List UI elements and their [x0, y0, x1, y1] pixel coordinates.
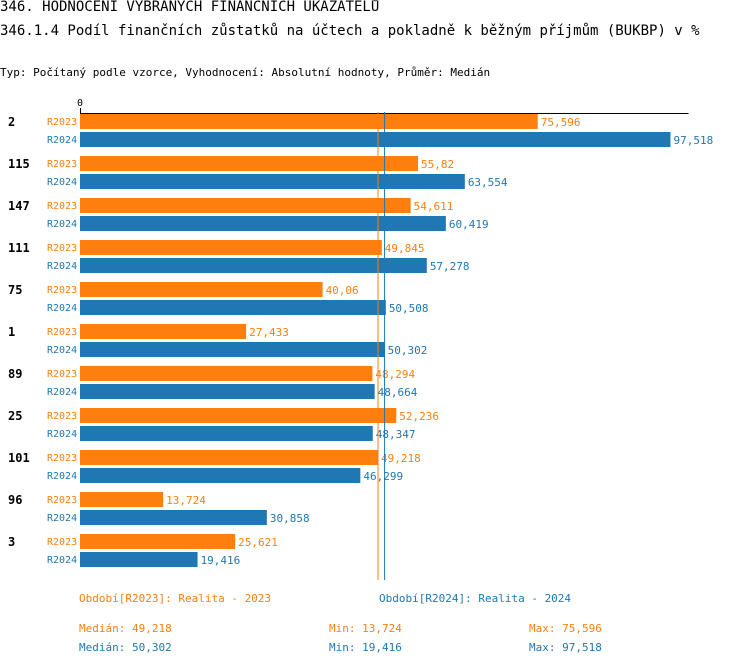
category-label: 115 [8, 157, 30, 171]
data-label: 50,302 [388, 344, 428, 357]
min-2024: Min: 19,416 [329, 641, 402, 654]
bar-r2024 [80, 468, 361, 483]
legend-2023: Období[R2023]: Realita - 2023 [79, 592, 272, 605]
series-label: R2024 [47, 219, 77, 230]
bar-r2023 [80, 198, 411, 213]
series-label: R2024 [47, 513, 77, 524]
series-label: R2024 [47, 303, 77, 314]
series-label: R2024 [47, 555, 77, 566]
series-label: R2023 [47, 201, 77, 212]
series-label: R2023 [47, 537, 77, 548]
data-label: 55,82 [421, 158, 454, 171]
data-label: 52,236 [399, 410, 439, 423]
series-label: R2023 [47, 117, 77, 128]
data-label: 57,278 [430, 260, 470, 273]
median-2024: Medián: 50,302 [79, 641, 172, 654]
data-label: 97,518 [673, 134, 713, 147]
bar-r2023 [80, 114, 538, 129]
data-label: 50,508 [389, 302, 429, 315]
category-label: 25 [8, 409, 22, 423]
legend-2024: Období[R2024]: Realita - 2024 [379, 592, 572, 605]
bar-r2024 [80, 300, 386, 315]
bar-r2024 [80, 552, 198, 567]
series-label: R2023 [47, 411, 77, 422]
bar-r2024 [80, 426, 373, 441]
bar-r2024 [80, 342, 385, 357]
series-label: R2024 [47, 471, 77, 482]
bar-r2023 [80, 492, 164, 507]
bar-r2023 [80, 450, 379, 465]
data-label: 30,858 [270, 512, 310, 525]
series-label: R2023 [47, 285, 77, 296]
data-label: 13,724 [166, 494, 206, 507]
bar-chart: 0 2 R2023 75,596 R2024 97,518 115 R2023 55,82 R20… [8, 98, 713, 580]
category-label: 96 [8, 493, 22, 507]
data-label: 46,299 [363, 470, 403, 483]
category-label: 101 [8, 451, 30, 465]
data-label: 40,06 [326, 284, 359, 297]
series-label: R2024 [47, 261, 77, 272]
chart-title: 346. HODNOCENÍ VYBRANÝCH FINANČNÍCH UKAZ… [0, 0, 380, 15]
max-2024: Max: 97,518 [529, 641, 602, 654]
bar-r2023 [80, 366, 373, 381]
min-2023: Min: 13,724 [329, 622, 402, 635]
bar-r2023 [80, 156, 418, 171]
chart-subtitle: 346.1.4 Podíl finančních zůstatků na účt… [0, 23, 700, 39]
data-label: 54,611 [414, 200, 454, 213]
data-label: 75,596 [541, 116, 581, 129]
data-label: 60,419 [449, 218, 489, 231]
series-label: R2023 [47, 369, 77, 380]
data-label: 48,294 [375, 368, 415, 381]
series-label: R2024 [47, 387, 77, 398]
series-label: R2023 [47, 243, 77, 254]
bar-r2023 [80, 240, 382, 255]
data-label: 63,554 [468, 176, 508, 189]
bar-r2023 [80, 282, 323, 297]
series-label: R2023 [47, 159, 77, 170]
category-label: 147 [8, 199, 30, 213]
data-label: 48,664 [378, 386, 418, 399]
bar-r2024 [80, 258, 427, 273]
bar-r2024 [80, 216, 446, 231]
bar-r2024 [80, 132, 671, 147]
bar-r2023 [80, 324, 247, 339]
series-label: R2024 [47, 429, 77, 440]
category-label: 1 [8, 325, 15, 339]
chart-info: Typ: Počítaný podle vzorce, Vyhodnocení:… [0, 66, 491, 79]
category-label: 89 [8, 367, 22, 381]
median-2023: Medián: 49,218 [79, 622, 172, 635]
axis-zero-label: 0 [77, 98, 83, 109]
bar-r2024 [80, 174, 465, 189]
max-2023: Max: 75,596 [529, 622, 602, 635]
series-label: R2023 [47, 327, 77, 338]
data-label: 49,218 [381, 452, 421, 465]
series-label: R2023 [47, 495, 77, 506]
category-label: 2 [8, 115, 15, 129]
data-label: 27,433 [249, 326, 289, 339]
bar-r2024 [80, 510, 267, 525]
bar-r2023 [80, 534, 236, 549]
series-label: R2024 [47, 177, 77, 188]
bar-r2024 [80, 384, 375, 399]
series-label: R2024 [47, 135, 77, 146]
data-label: 49,845 [385, 242, 425, 255]
category-label: 3 [8, 535, 15, 549]
category-label: 75 [8, 283, 22, 297]
data-label: 48,347 [376, 428, 416, 441]
bar-r2023 [80, 408, 397, 423]
category-label: 111 [8, 241, 30, 255]
series-label: R2023 [47, 453, 77, 464]
series-label: R2024 [47, 345, 77, 356]
data-label: 25,621 [238, 536, 278, 549]
data-label: 19,416 [201, 554, 241, 567]
